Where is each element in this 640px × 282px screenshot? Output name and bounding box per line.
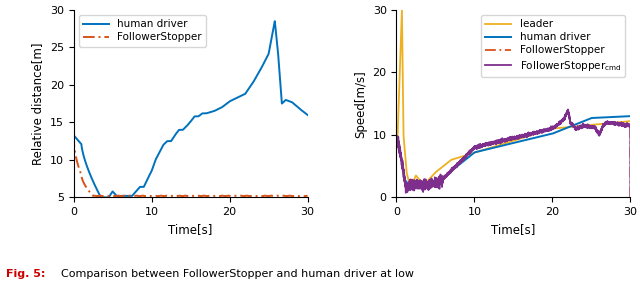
FollowerStopper <box>564 108 572 111</box>
Line: human driver: human driver <box>74 21 308 197</box>
human driver <box>433 180 441 183</box>
human driver <box>622 115 630 118</box>
FollowerStopper$_{\mathregular{cmd}}$ <box>597 130 605 133</box>
human driver <box>304 113 312 116</box>
leader <box>493 144 500 147</box>
FollowerStopper$_{\mathregular{cmd}}$ <box>483 143 490 146</box>
FollowerStopper$_{\mathregular{cmd}}$ <box>392 141 400 144</box>
FollowerStopper <box>304 194 312 197</box>
Y-axis label: Speed[m/s]: Speed[m/s] <box>354 70 367 138</box>
FollowerStopper <box>110 194 118 198</box>
human driver <box>170 136 177 139</box>
human driver <box>404 183 412 187</box>
human driver <box>97 195 104 198</box>
FollowerStopper$_{\mathregular{cmd}}$ <box>622 123 630 126</box>
human driver <box>300 110 307 113</box>
human driver <box>97 196 105 199</box>
FollowerStopper <box>159 194 167 198</box>
human driver <box>597 116 605 119</box>
FollowerStopper$_{\mathregular{cmd}}$ <box>433 184 441 187</box>
Line: FollowerStopper: FollowerStopper <box>396 110 630 198</box>
leader <box>483 147 490 151</box>
FollowerStopper <box>433 181 441 184</box>
Text: Comparison between FollowerStopper and human driver at low: Comparison between FollowerStopper and h… <box>54 269 415 279</box>
Text: Fig. 5:: Fig. 5: <box>6 269 46 279</box>
human driver <box>392 143 400 146</box>
Y-axis label: Relative distance[m]: Relative distance[m] <box>31 42 44 165</box>
X-axis label: Time[s]: Time[s] <box>168 223 212 236</box>
Line: FollowerStopper$_{\mathregular{cmd}}$: FollowerStopper$_{\mathregular{cmd}}$ <box>396 109 630 196</box>
FollowerStopper <box>299 194 307 197</box>
leader <box>433 169 441 173</box>
human driver <box>627 114 634 118</box>
leader <box>398 8 406 12</box>
leader <box>419 183 427 186</box>
FollowerStopper <box>170 194 177 197</box>
leader <box>627 120 634 123</box>
FollowerStopper <box>274 194 282 197</box>
human driver <box>483 148 490 151</box>
FollowerStopper <box>124 194 131 198</box>
Line: leader: leader <box>396 10 630 188</box>
Legend: human driver, FollowerStopper: human driver, FollowerStopper <box>79 15 206 47</box>
leader <box>597 122 605 126</box>
FollowerStopper <box>622 123 630 126</box>
FollowerStopper <box>492 140 500 144</box>
Legend: leader, human driver, FollowerStopper, FollowerStopper$_{\mathregular{cmd}}$: leader, human driver, FollowerStopper, F… <box>481 15 625 77</box>
human driver <box>493 146 500 149</box>
FollowerStopper$_{\mathregular{cmd}}$ <box>627 194 634 198</box>
leader <box>622 120 630 123</box>
human driver <box>159 143 167 146</box>
FollowerStopper <box>483 143 490 146</box>
FollowerStopper$_{\mathregular{cmd}}$ <box>419 190 427 194</box>
Line: FollowerStopper: FollowerStopper <box>74 135 308 196</box>
human driver <box>271 19 278 23</box>
human driver <box>111 191 118 195</box>
Line: human driver: human driver <box>396 116 630 185</box>
FollowerStopper <box>70 133 77 137</box>
FollowerStopper <box>627 196 634 200</box>
human driver <box>419 182 427 186</box>
leader <box>392 146 400 149</box>
human driver <box>274 49 282 53</box>
leader <box>406 186 414 190</box>
FollowerStopper <box>597 129 605 133</box>
human driver <box>70 133 77 137</box>
FollowerStopper <box>392 137 400 140</box>
FollowerStopper$_{\mathregular{cmd}}$ <box>564 108 572 111</box>
FollowerStopper <box>97 194 104 197</box>
FollowerStopper$_{\mathregular{cmd}}$ <box>492 142 500 146</box>
FollowerStopper <box>419 184 427 187</box>
X-axis label: Time[s]: Time[s] <box>492 223 536 236</box>
